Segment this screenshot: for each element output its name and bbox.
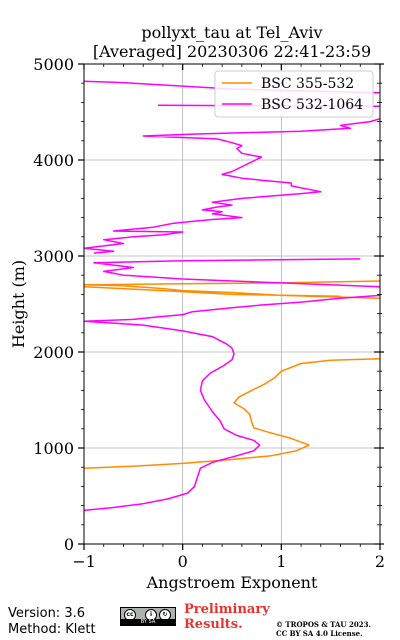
series-layer — [84, 80, 380, 512]
preliminary-line1: Preliminary — [184, 602, 270, 617]
cc-license-logo: cc i ↻ BY SA — [120, 607, 176, 626]
x-axis-label: Angstroem Exponent — [146, 573, 318, 592]
copyright-line1: © TROPOS & TAU 2023. — [276, 620, 371, 629]
y-tick-label: 5000 — [33, 55, 74, 74]
y-tick-label: 0 — [64, 535, 74, 554]
cc-badge-text: BY SA — [121, 619, 175, 625]
legend-label-bsc-532-1064: BSC 532-1064 — [261, 97, 363, 113]
x-tick-label: 0 — [178, 552, 188, 571]
y-tick-label: 1000 — [33, 439, 74, 458]
x-tick-label: 2 — [375, 552, 385, 571]
copyright-line2: CC BY SA 4.0 License. — [276, 629, 363, 638]
method-text: Method: Klett — [8, 622, 96, 637]
y-tick-label: 3000 — [33, 247, 74, 266]
x-tick-label: −1 — [72, 552, 96, 571]
chart-title-line2: [Averaged] 20230306 22:41-23:59 — [93, 42, 371, 61]
preliminary-line2: Results. — [184, 617, 243, 632]
chart: pollyxt_tau at Tel_Aviv [Averaged] 20230… — [9, 23, 385, 592]
series-line-bsc-355-532 — [84, 280, 380, 469]
grid — [83, 63, 381, 545]
copyright-note: © TROPOS & TAU 2023. CC BY SA 4.0 Licens… — [276, 620, 396, 638]
x-tick-label: 1 — [276, 552, 286, 571]
preliminary-results-note: Preliminary Results. — [184, 602, 279, 632]
plot-frame — [83, 63, 381, 545]
y-tick-label: 2000 — [33, 343, 74, 362]
legend-box — [214, 70, 374, 118]
version-text: Version: 3.6 — [8, 606, 85, 621]
y-axis-label: Height (m) — [9, 260, 28, 348]
legend: BSC 355-532 BSC 532-1064 — [214, 70, 374, 118]
y-tick-label: 4000 — [33, 151, 74, 170]
series-line-bsc-532-1064 — [84, 80, 380, 512]
chart-title-line1: pollyxt_tau at Tel_Aviv — [141, 23, 322, 42]
legend-label-bsc-355-532: BSC 355-532 — [261, 76, 354, 92]
